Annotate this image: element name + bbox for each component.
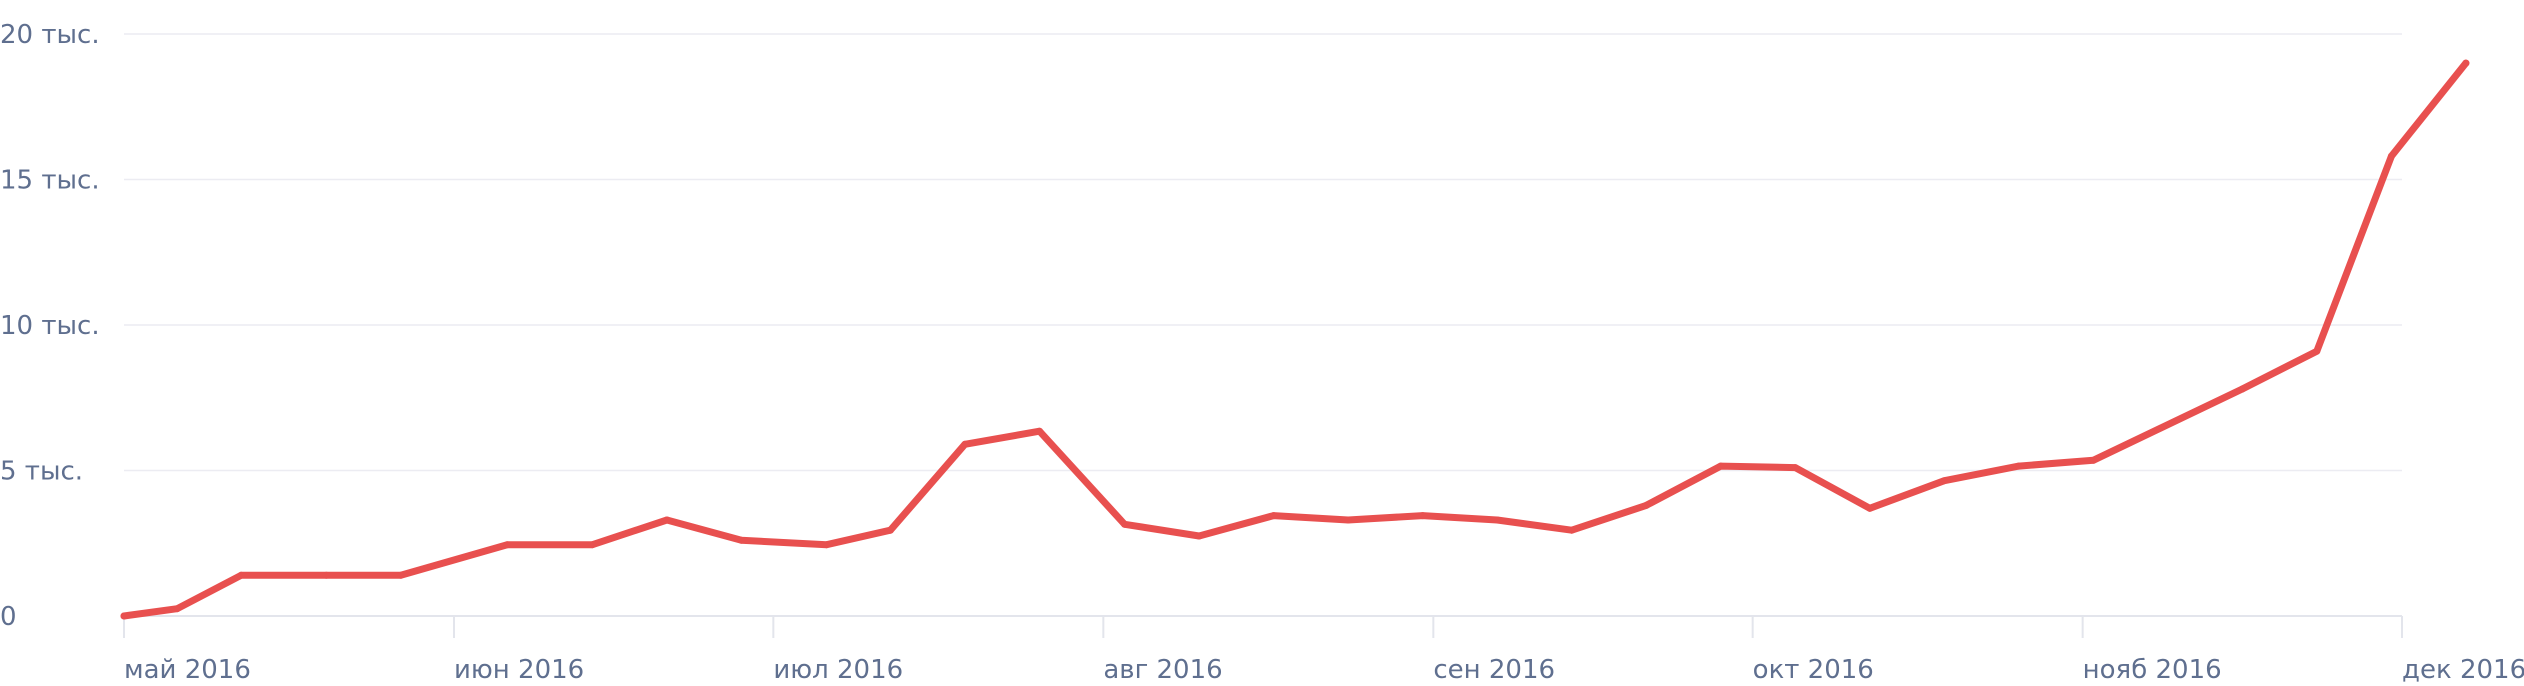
data-point [588,541,596,549]
data-point [322,571,330,579]
data-point [2387,152,2395,160]
data-point [173,605,181,613]
y-tick-label: 20 тыс. [0,20,100,50]
data-point [1036,427,1043,435]
data-point [663,516,671,524]
data-point [237,571,245,579]
data-point [503,541,511,549]
gridlines [124,33,2402,472]
x-tick-label: июн 2016 [454,655,584,685]
y-axis-tick-labels: 0 5 тыс. 10 тыс. 15 тыс. 20 тыс. [0,20,100,632]
data-point [1717,462,1725,470]
data-point [397,571,405,579]
data-point [1121,520,1129,528]
data-point [2313,347,2321,355]
data-point [2462,59,2470,67]
data-point [737,536,745,544]
data-point [1642,501,1650,509]
data-point [823,541,831,549]
data-point [2015,462,2023,470]
data-point [1270,512,1278,520]
data-point [886,526,894,534]
data-point [1195,532,1203,540]
y-tick-label: 5 тыс. [0,457,83,487]
series-layer [120,59,2470,620]
x-tick-label: май 2016 [124,655,251,685]
y-tick-label: 15 тыс. [0,166,100,196]
x-tick-label: нояб 2016 [2083,655,2222,685]
x-tick-label: сен 2016 [1433,655,1555,685]
x-axis [123,615,2403,638]
y-tick-label: 0 [0,602,17,632]
data-point [120,612,128,620]
x-tick-label: авг 2016 [1103,655,1222,685]
data-point [961,440,969,448]
x-tick-label: окт 2016 [1753,655,1874,685]
data-point [2238,385,2246,393]
data-point [1940,477,1948,485]
y-tick-label: 10 тыс. [0,311,100,341]
x-axis-tick-labels: май 2016 июн 2016 июл 2016 авг 2016 сен 2016… [124,655,2524,685]
data-point [1866,504,1874,512]
series-line [120,59,2470,620]
data-point [1344,516,1352,524]
data-point [1493,516,1501,524]
data-point [1568,526,1576,534]
x-tick-label: дек 2016 [2402,655,2524,685]
data-point [1419,512,1427,520]
data-point [2089,456,2097,464]
x-tick-label: июл 2016 [773,655,903,685]
data-point [1791,464,1799,472]
